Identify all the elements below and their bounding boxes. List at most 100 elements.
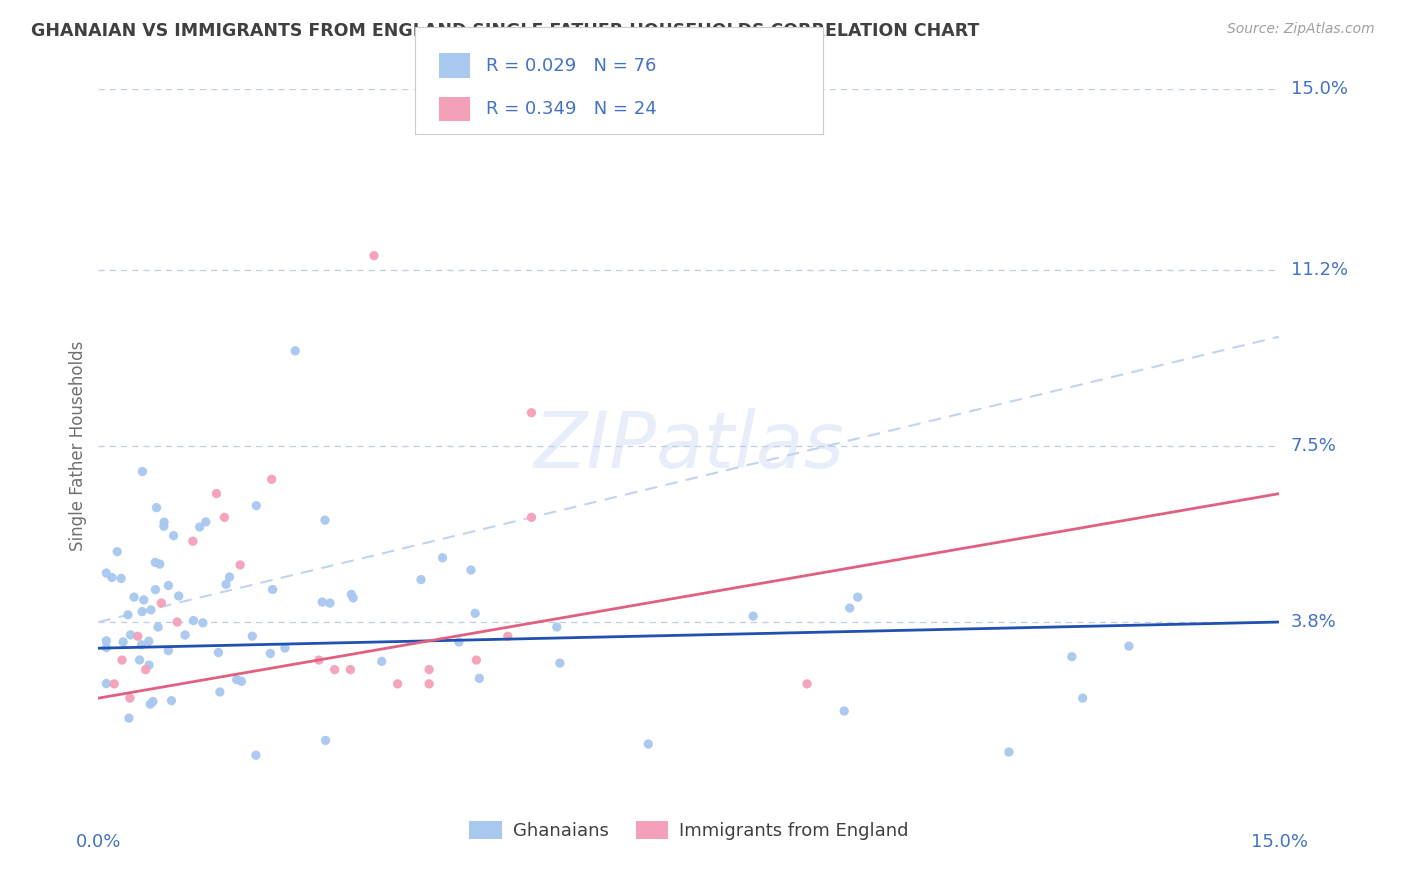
Point (1071, 691, 1094, 706)
Point (131, 605, 153, 619)
Point (153, 516, 176, 530)
Point (135, 663, 157, 677)
Point (447, 635, 470, 649)
Point (132, 593, 155, 607)
Point (128, 653, 150, 667)
Point (363, 249, 385, 263)
Point (101, 570, 124, 584)
Point (464, 607, 486, 621)
Point (139, 697, 162, 711)
Point (183, 614, 205, 628)
Point (111, 653, 134, 667)
Point (832, 704, 855, 718)
Text: 7.5%: 7.5% (1291, 437, 1337, 455)
Point (308, 653, 330, 667)
Point (796, 677, 818, 691)
Point (138, 634, 160, 648)
Point (138, 658, 160, 673)
Point (315, 733, 337, 747)
Point (145, 500, 167, 515)
Text: R = 0.029   N = 76: R = 0.029 N = 76 (486, 57, 657, 75)
Point (181, 534, 204, 549)
Point (418, 677, 440, 691)
Point (191, 615, 214, 630)
Point (174, 628, 197, 642)
Point (218, 570, 240, 584)
Point (143, 556, 166, 570)
Point (205, 486, 228, 500)
Text: 11.2%: 11.2% (1291, 261, 1348, 279)
Point (546, 620, 568, 634)
Point (274, 640, 297, 655)
Point (1118, 639, 1140, 653)
Point (229, 558, 252, 572)
Point (157, 578, 180, 592)
Point (260, 472, 283, 486)
Point (998, 745, 1021, 759)
Point (117, 607, 139, 622)
Point (311, 595, 333, 609)
Point (319, 596, 342, 610)
Point (188, 520, 211, 534)
Point (208, 685, 231, 699)
Point (96, 640, 118, 655)
Point (1060, 649, 1083, 664)
Point (149, 557, 172, 571)
Text: 15.0%: 15.0% (1291, 80, 1347, 98)
Point (166, 615, 188, 629)
Point (284, 343, 307, 358)
Text: GHANAIAN VS IMMIGRANTS FROM ENGLAND SINGLE FATHER HOUSEHOLDS CORRELATION CHART: GHANAIAN VS IMMIGRANTS FROM ENGLAND SING… (31, 22, 980, 40)
Point (157, 643, 180, 657)
Point (637, 737, 659, 751)
Point (127, 629, 149, 643)
Point (409, 573, 432, 587)
Point (225, 673, 247, 687)
Point (259, 647, 281, 661)
Point (103, 677, 125, 691)
Point (496, 629, 519, 643)
Point (142, 694, 165, 708)
Point (96, 566, 118, 580)
Point (139, 603, 162, 617)
Point (323, 663, 346, 677)
Point (150, 596, 173, 610)
Point (240, 629, 263, 643)
Point (245, 748, 267, 763)
Point (465, 653, 488, 667)
Point (118, 691, 141, 706)
Point (342, 591, 364, 605)
Point (131, 465, 153, 479)
Point (387, 677, 409, 691)
Text: 15.0%: 15.0% (1251, 833, 1308, 851)
Point (838, 601, 860, 615)
Point (146, 620, 169, 634)
Legend: Ghanaians, Immigrants from England: Ghanaians, Immigrants from England (463, 814, 915, 847)
Point (162, 528, 184, 542)
Point (262, 582, 284, 597)
Point (215, 577, 238, 591)
Point (167, 589, 190, 603)
Point (370, 654, 392, 668)
Point (245, 499, 267, 513)
Point (314, 513, 336, 527)
Point (340, 587, 363, 601)
Text: R = 0.349   N = 24: R = 0.349 N = 24 (486, 100, 657, 118)
Point (105, 544, 128, 558)
Text: Source: ZipAtlas.com: Source: ZipAtlas.com (1227, 22, 1375, 37)
Point (194, 515, 217, 529)
Point (122, 590, 145, 604)
Text: 3.8%: 3.8% (1291, 613, 1336, 631)
Y-axis label: Single Father Households: Single Father Households (69, 341, 87, 551)
Point (160, 693, 183, 707)
Point (207, 646, 229, 660)
Point (118, 711, 141, 725)
Point (520, 510, 543, 524)
Text: 0.0%: 0.0% (76, 833, 121, 851)
Point (153, 519, 176, 533)
Point (214, 510, 236, 524)
Point (131, 638, 153, 652)
Point (468, 671, 491, 685)
Point (145, 582, 167, 597)
Point (548, 656, 571, 670)
Point (846, 590, 869, 604)
